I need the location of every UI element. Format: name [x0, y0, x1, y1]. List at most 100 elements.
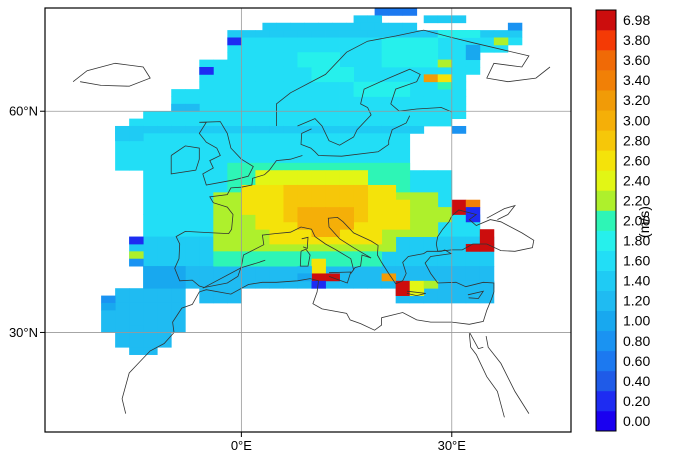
grid-cell: [479, 44, 495, 53]
grid-cell: [227, 111, 242, 120]
grid-cell: [115, 133, 130, 171]
grid-cell: [213, 236, 228, 252]
grid-cell: [353, 184, 369, 223]
grid-cell: [437, 236, 453, 267]
grid-cell: [451, 125, 467, 134]
grid-cell: [437, 15, 453, 24]
grid-cell: [269, 229, 284, 245]
grid-cell: [269, 44, 284, 53]
grid-cell: [227, 266, 242, 289]
grid-cell: [325, 221, 340, 237]
grid-cell: [129, 125, 144, 142]
grid-cell: [367, 125, 383, 134]
grid-cell: [409, 89, 425, 97]
grid-cell: [227, 44, 242, 53]
grid-cell: [255, 59, 270, 68]
grid-cell: [423, 15, 439, 24]
grid-cell: [451, 236, 467, 267]
grid-cell: [318, 22, 333, 31]
grid-cell: [283, 74, 298, 83]
grid-cell: [241, 236, 256, 252]
grid-cell: [325, 111, 340, 120]
grid-cell: [423, 30, 439, 38]
grid-cell: [227, 89, 242, 97]
colorbar-label: 2.60: [623, 152, 650, 168]
grid-cell: [227, 74, 242, 83]
grid-cell: [311, 133, 326, 171]
grid-cell: [213, 221, 228, 237]
grid-cell: [353, 125, 369, 134]
grid-cell: [213, 103, 228, 112]
grid-cell: [199, 236, 214, 267]
grid-cell: [423, 74, 439, 83]
grid-cell: [143, 332, 158, 348]
grid-cell: [325, 37, 340, 46]
grid-cell: [199, 59, 214, 68]
grid-cell: [353, 30, 369, 38]
grid-cell: [129, 332, 144, 348]
grid-cell: [269, 170, 284, 186]
grid-cell: [339, 66, 354, 83]
grid-cell: [255, 236, 270, 252]
grid-cell: [241, 96, 256, 105]
grid-cell: [143, 288, 158, 304]
grid-cell: [507, 37, 523, 46]
grid-cell: [353, 266, 369, 289]
coastline-path: [300, 115, 411, 157]
colorbar-swatch: [596, 50, 616, 71]
grid-cell: [297, 96, 312, 105]
grid-cell: [451, 66, 467, 75]
grid-cell: [297, 103, 312, 112]
grid-cell: [311, 89, 326, 97]
grid-cell: [451, 52, 467, 61]
colorbar-swatch: [596, 190, 616, 211]
grid-cell: [451, 37, 467, 46]
grid-cell: [493, 37, 509, 46]
grid-cell: [311, 221, 326, 237]
grid-cell: [143, 214, 158, 237]
grid-cell: [367, 30, 383, 38]
grid-cell: [423, 221, 439, 237]
grid-cell: [374, 22, 390, 31]
grid-cell: [465, 37, 481, 46]
grid-cell: [465, 44, 481, 61]
grid-cell: [395, 214, 411, 230]
grid-cell: [360, 22, 376, 31]
grid-cell: [339, 229, 354, 245]
grid-cell: [409, 52, 425, 68]
grid-cell: [269, 52, 284, 61]
grid-cell: [199, 111, 214, 120]
grid-cell: [339, 251, 354, 267]
grid-cell: [409, 37, 425, 53]
grid-cell: [269, 266, 284, 289]
grid-cell: [409, 207, 425, 223]
grid-cell: [269, 125, 284, 134]
grid-cell: [451, 89, 467, 97]
grid-cell: [451, 44, 467, 53]
grid-cell: [353, 96, 369, 105]
grid-cell: [241, 266, 256, 289]
grid-cell: [395, 162, 411, 193]
grid-cell: [325, 59, 340, 68]
grid-cell: [185, 111, 200, 120]
colorbar-swatch: [596, 310, 616, 332]
colorbar: 0.00 0.20 0.40 0.60 0.80 1.00 1.20 1.40 1.60 1.80…: [595, 9, 650, 432]
grid-cell: [185, 96, 200, 105]
grid-cell: [283, 133, 298, 171]
grid-cell: [283, 66, 298, 75]
grid-cell: [255, 125, 270, 134]
grid-cell: [129, 325, 144, 333]
grid-cell: [157, 288, 172, 304]
grid-cell: [395, 133, 411, 171]
grid-cell: [101, 302, 116, 311]
grid-cell: [381, 199, 397, 215]
grid-cell: [241, 199, 256, 215]
grid-cell: [213, 111, 228, 120]
grid-cell: [465, 207, 481, 223]
grid-cell: [255, 170, 270, 186]
grid-cell: [339, 118, 354, 127]
grid-cell: [185, 103, 200, 112]
grid-cell: [493, 30, 509, 38]
colorbar-label: 1.00: [623, 313, 650, 329]
grid-cell: [409, 81, 425, 90]
